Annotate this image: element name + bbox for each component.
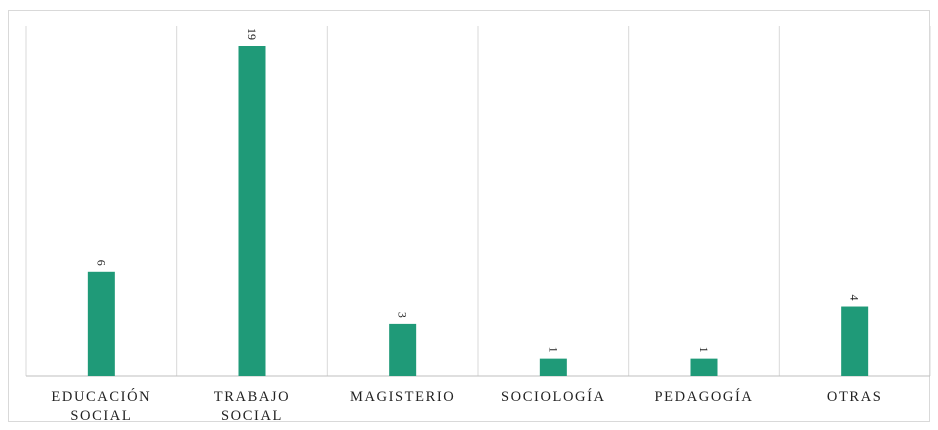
x-tick-label: SOCIOLOGÍA [501,388,606,405]
bar [87,271,115,376]
data-label: 1 [546,347,560,353]
x-tick-label-line: SOCIAL [221,408,283,424]
data-label: 19 [245,28,259,40]
bar [841,306,869,376]
x-tick-label-line: SOCIOLOGÍA [501,388,606,405]
x-tick-label: EDUCACIÓN SOCIAL [51,388,151,424]
x-tick-label: TRABAJO SOCIAL [214,389,290,424]
x-tick-label-line: TRABAJO [214,389,290,405]
bar [539,358,567,376]
x-tick-label-line: MAGISTERIO [350,389,455,405]
x-tick-label: MAGISTERIO [350,389,455,405]
x-tick-label: OTRAS [827,389,883,405]
x-tick-label-line: EDUCACIÓN [51,388,151,405]
data-label: 3 [396,312,410,318]
x-tick-label-line: PEDAGOGÍA [655,388,754,405]
x-tick-label-line: SOCIAL [70,408,132,424]
x-tick-label-line: OTRAS [827,389,883,405]
data-label: 4 [848,295,862,301]
data-label: 1 [697,347,711,353]
bar [389,323,417,376]
bar [690,358,718,376]
data-label: 6 [94,260,108,266]
bar [238,46,266,376]
x-tick-label: PEDAGOGÍA [655,388,754,405]
